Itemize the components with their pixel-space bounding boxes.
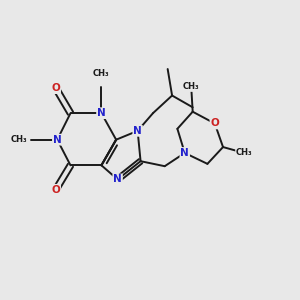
Text: CH₃: CH₃ — [236, 148, 253, 158]
Text: O: O — [210, 118, 219, 128]
Text: N: N — [113, 174, 122, 184]
Text: CH₃: CH₃ — [11, 135, 27, 144]
Text: CH₃: CH₃ — [93, 69, 110, 78]
Text: N: N — [97, 108, 106, 118]
Text: CH₃: CH₃ — [183, 82, 200, 91]
Text: N: N — [53, 135, 62, 145]
Text: N: N — [180, 148, 189, 158]
Text: O: O — [51, 83, 60, 93]
Text: N: N — [133, 126, 142, 136]
Text: O: O — [51, 185, 60, 195]
